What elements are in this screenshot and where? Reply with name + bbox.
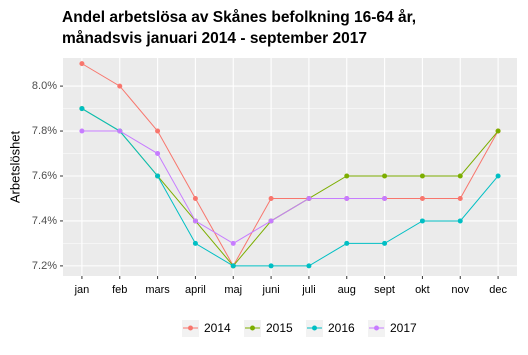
point	[230, 240, 236, 246]
y-tick-label: 7.6%	[32, 170, 57, 182]
legend-label: 2017	[390, 321, 417, 335]
point	[495, 173, 501, 179]
point	[419, 173, 425, 179]
point	[268, 195, 274, 201]
point	[382, 240, 388, 246]
point	[457, 218, 463, 224]
chart-title: Andel arbetslösa av Skånes befolkning 16…	[62, 9, 416, 26]
point	[192, 195, 198, 201]
point	[344, 173, 350, 179]
x-tick-label: mars	[145, 284, 170, 296]
point	[268, 218, 274, 224]
legend-point	[374, 325, 379, 331]
point	[192, 240, 198, 246]
point	[79, 106, 85, 112]
point	[117, 128, 123, 134]
point	[457, 195, 463, 201]
x-tick-label: aug	[338, 284, 356, 296]
legend-label: 2014	[204, 321, 231, 335]
y-tick-label: 7.8%	[32, 125, 57, 137]
x-tick-label: dec	[489, 284, 507, 296]
y-tick-label: 7.2%	[32, 260, 57, 272]
point	[117, 83, 123, 89]
x-tick-label: sept	[374, 284, 395, 296]
point	[155, 128, 161, 134]
legend-point	[188, 325, 193, 331]
point	[419, 195, 425, 201]
point	[79, 61, 85, 67]
point	[344, 240, 350, 246]
x-tick-label: feb	[112, 284, 127, 296]
x-tick-label: april	[185, 284, 206, 296]
point	[382, 173, 388, 179]
point	[306, 195, 312, 201]
series-line	[81, 63, 499, 267]
legend-point	[250, 325, 255, 331]
point	[192, 218, 198, 224]
x-tick-label: juni	[262, 284, 280, 296]
x-tick-label: nov	[451, 284, 469, 296]
legend-label: 2015	[266, 321, 293, 335]
point	[382, 195, 388, 201]
x-tick-label: jan	[74, 284, 90, 296]
point	[268, 263, 274, 269]
y-axis-label: Arbetslöshet	[7, 130, 22, 203]
point	[230, 263, 236, 269]
point	[155, 151, 161, 157]
point	[306, 263, 312, 269]
point	[155, 173, 161, 179]
series-line	[81, 108, 499, 267]
y-tick-label: 7.4%	[32, 215, 57, 227]
y-tick-label: 8.0%	[32, 80, 57, 92]
legend-point	[312, 325, 317, 331]
point	[495, 128, 501, 134]
point	[419, 218, 425, 224]
point	[79, 128, 85, 134]
legend-label: 2016	[328, 321, 355, 335]
x-tick-label: okt	[415, 284, 430, 296]
chart-title: månadsvis januari 2014 - september 2017	[62, 30, 367, 47]
point	[457, 173, 463, 179]
panel	[63, 58, 517, 276]
point	[344, 195, 350, 201]
x-tick-label: juli	[301, 284, 315, 296]
x-tick-label: maj	[224, 284, 242, 296]
